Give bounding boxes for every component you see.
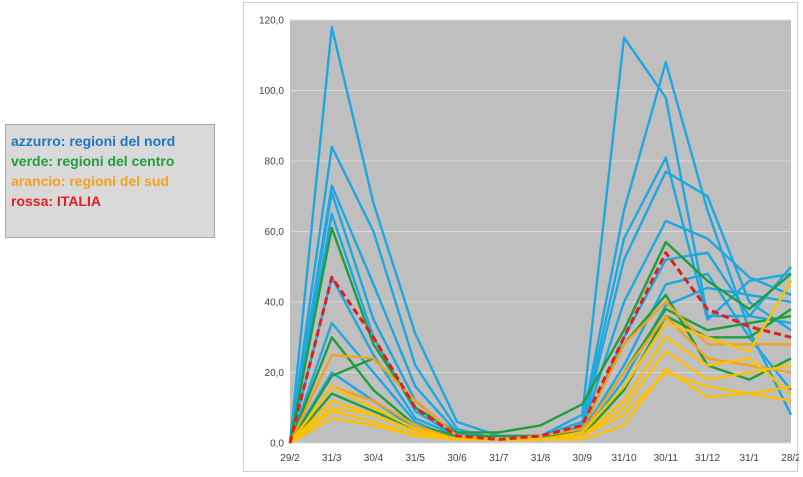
x-tick-label: 31/3 [322, 453, 342, 464]
x-tick-label: 29/2 [280, 453, 300, 464]
legend-item-nord: azzurro: regioni del nord [11, 133, 176, 149]
y-tick-label: 0,0 [270, 439, 284, 450]
series-line-sud-18 [289, 367, 792, 445]
series-line-italia-19 [288, 251, 792, 444]
x-tick-label: 31/1 [740, 453, 760, 464]
x-tick-label: 30/11 [654, 453, 679, 464]
x-tick-label: 30/4 [364, 453, 384, 464]
chart-frame: 0,0 20,0 40,0 60,0 80,0 100,0 120,0 29/2 31/3 30… [243, 2, 799, 472]
legend-box: azzurro: regioni del nord verde: regioni… [5, 124, 215, 238]
line-chart: 0,0 20,0 40,0 60,0 80,0 100,0 120,0 29/2 31/3 30… [259, 16, 799, 465]
x-tick-label: 28/2 [781, 453, 799, 464]
x-tick-label: 30/9 [573, 453, 593, 464]
y-tick-label: 120,0 [259, 16, 284, 27]
series-line-sud-12 [288, 300, 791, 444]
legend-item-italia: rossa: ITALIA [11, 193, 101, 209]
legend-item-sud: arancio: regioni del sud [11, 173, 169, 189]
y-tick-label: 80,0 [265, 157, 285, 168]
series-lines [288, 25, 793, 445]
x-tick-label: 31/8 [531, 453, 551, 464]
x-axis-ticks: 29/2 31/3 30/4 31/5 30/6 31/7 31/8 30/9 31/10 30/… [280, 453, 799, 464]
y-tick-label: 20,0 [265, 368, 285, 379]
y-axis-ticks: 0,0 20,0 40,0 60,0 80,0 100,0 120,0 [259, 16, 284, 450]
x-tick-label: 31/7 [489, 453, 509, 464]
x-tick-label: 31/12 [695, 453, 720, 464]
y-tick-label: 100,0 [259, 86, 284, 97]
legend-item-centro: verde: regioni del centro [11, 153, 175, 169]
series-line-centro-8 [288, 226, 792, 444]
y-tick-label: 60,0 [265, 227, 285, 238]
x-tick-label: 31/5 [406, 453, 426, 464]
x-tick-label: 30/6 [447, 453, 467, 464]
y-tick-label: 40,0 [265, 298, 285, 309]
x-tick-label: 31/10 [611, 453, 636, 464]
